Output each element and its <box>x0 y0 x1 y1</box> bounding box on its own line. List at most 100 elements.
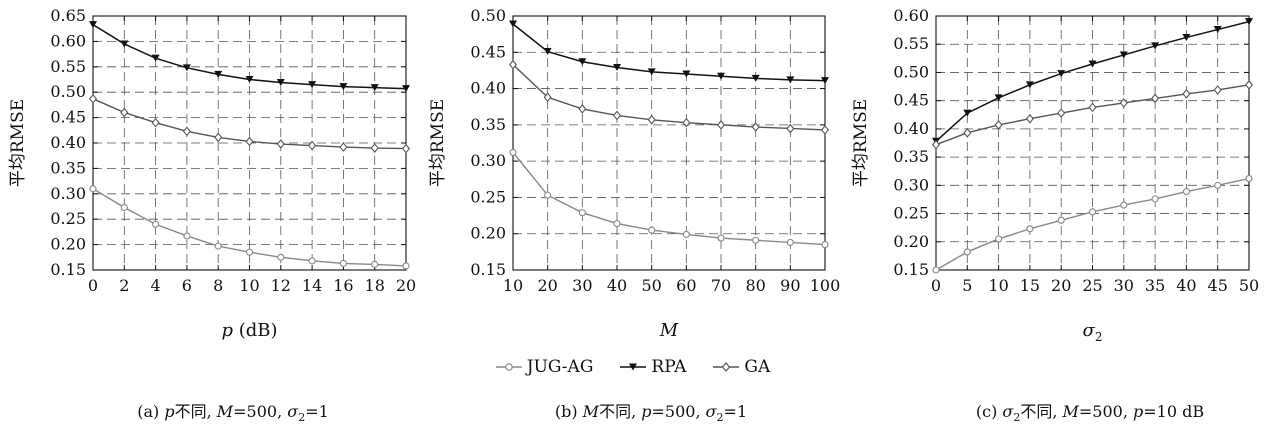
y-tick-label: 0.15 <box>893 260 929 279</box>
caption-panel-b: (b) M不同, p=500, σ2=1 <box>555 398 747 424</box>
data-point <box>543 48 552 56</box>
caption-c-text3: =10 dB <box>1143 402 1205 421</box>
data-point <box>1120 201 1128 209</box>
data-point <box>151 117 160 128</box>
x-tick-label: 80 <box>745 276 765 295</box>
caption-b-text2: =500, <box>651 402 706 421</box>
data-point <box>1057 108 1066 118</box>
data-point <box>401 143 411 154</box>
data-point <box>308 257 316 265</box>
caption-a-prefix: (a) <box>137 402 165 421</box>
data-point <box>682 70 691 78</box>
data-point <box>752 236 760 244</box>
data-point <box>508 59 518 70</box>
x-tick-label: 45 <box>1208 276 1228 295</box>
caption-panel-a: (a) p不同, M=500, σ2=1 <box>137 398 329 424</box>
data-point <box>370 143 379 153</box>
y-tick-label: 0.55 <box>50 57 86 76</box>
legend-marker-triangle-down-icon <box>620 363 647 371</box>
data-point <box>1151 93 1160 104</box>
data-point <box>88 93 98 104</box>
caption-c-var1: σ <box>1002 402 1014 421</box>
data-point <box>717 72 725 80</box>
data-point <box>1088 208 1097 216</box>
data-point <box>994 94 1003 102</box>
caption-b-text1: 不同, <box>599 402 642 421</box>
data-point <box>1026 225 1034 233</box>
data-point <box>1244 79 1254 90</box>
x-tick-label: 25 <box>1082 276 1102 295</box>
data-point <box>183 232 191 240</box>
y-tick-label: 0.40 <box>893 119 929 138</box>
x-tick-label: 40 <box>1176 276 1196 295</box>
caption-a-text2: =500, <box>233 402 288 421</box>
data-point <box>214 70 223 78</box>
data-point <box>120 203 128 212</box>
x-axis-label: M <box>659 320 679 341</box>
data-point <box>371 260 379 268</box>
legend-label-rpa: RPA <box>651 357 687 377</box>
data-point <box>308 140 317 151</box>
caption-b-var1: M <box>582 402 600 421</box>
data-point <box>1213 85 1222 95</box>
caption-a-sub3: 2 <box>298 411 306 424</box>
x-tick-label: 30 <box>1114 276 1134 295</box>
series-line-ga <box>512 64 826 131</box>
plot-frame <box>512 15 826 271</box>
data-point <box>276 139 285 149</box>
x-tick-label: 0 <box>931 276 941 295</box>
data-point <box>402 85 410 93</box>
data-point <box>751 122 760 132</box>
y-tick-label: 0.30 <box>893 175 929 194</box>
data-point <box>717 234 725 242</box>
x-tick-label: 14 <box>302 276 322 295</box>
data-point <box>89 21 97 29</box>
data-point <box>1119 98 1128 108</box>
data-point <box>1025 81 1034 89</box>
y-axis-label: 平均RMSE <box>851 99 871 187</box>
caption-c-text2: =500, <box>1078 402 1134 421</box>
legend-marker-diamond-icon <box>713 362 740 372</box>
x-tick-label: 2 <box>119 276 129 295</box>
x-tick-label: 35 <box>1145 276 1165 295</box>
data-point <box>1151 42 1160 50</box>
data-point <box>544 191 552 199</box>
data-point <box>1245 18 1253 26</box>
data-point <box>963 248 971 256</box>
x-tick-label: 10 <box>503 276 523 295</box>
y-axis-label: 平均RMSE <box>8 99 28 187</box>
series-jug-ag <box>89 185 410 270</box>
chart-panel-c: 0 5 10 15 20 25 30 35 40 45 50 0.15 0.20 0.25 0.30 0.35… <box>851 6 1259 344</box>
data-point <box>1182 187 1190 196</box>
data-point <box>1057 216 1065 224</box>
data-point <box>648 226 656 234</box>
data-point <box>339 83 348 91</box>
x-tick-label: 0 <box>88 276 98 295</box>
x-tick-label: 15 <box>1020 276 1040 295</box>
y-tick-label: 0.20 <box>893 232 929 251</box>
y-tick-label: 0.35 <box>893 147 929 166</box>
data-point <box>245 76 254 83</box>
data-point <box>578 104 587 114</box>
y-tick-label: 0.30 <box>470 151 506 170</box>
caption-c-var2: M <box>1062 402 1079 421</box>
legend-marker-circle-icon <box>495 363 522 371</box>
caption-b-text3: =1 <box>723 402 748 421</box>
data-point <box>89 185 97 193</box>
legend-entry-rpa: RPA <box>619 357 686 377</box>
x-tick-label: 12 <box>271 276 291 295</box>
caption-b-var2: p <box>641 402 652 421</box>
data-point <box>182 64 191 72</box>
data-point <box>613 64 621 72</box>
x-tick-label: 5 <box>962 276 972 295</box>
data-point <box>963 127 972 138</box>
data-point <box>277 253 285 261</box>
legend-entry-ga: GA <box>712 357 770 377</box>
x-tick-label: 20 <box>537 276 557 295</box>
data-point <box>120 40 129 48</box>
data-point <box>1213 26 1222 34</box>
series-ga <box>931 79 1254 150</box>
chart-panel-b: 10 20 30 40 50 60 70 80 90 100 0.15 0.20 0.25 0.30 0.3… <box>428 6 840 341</box>
data-point <box>120 107 129 118</box>
series-line-rpa <box>935 20 1250 142</box>
